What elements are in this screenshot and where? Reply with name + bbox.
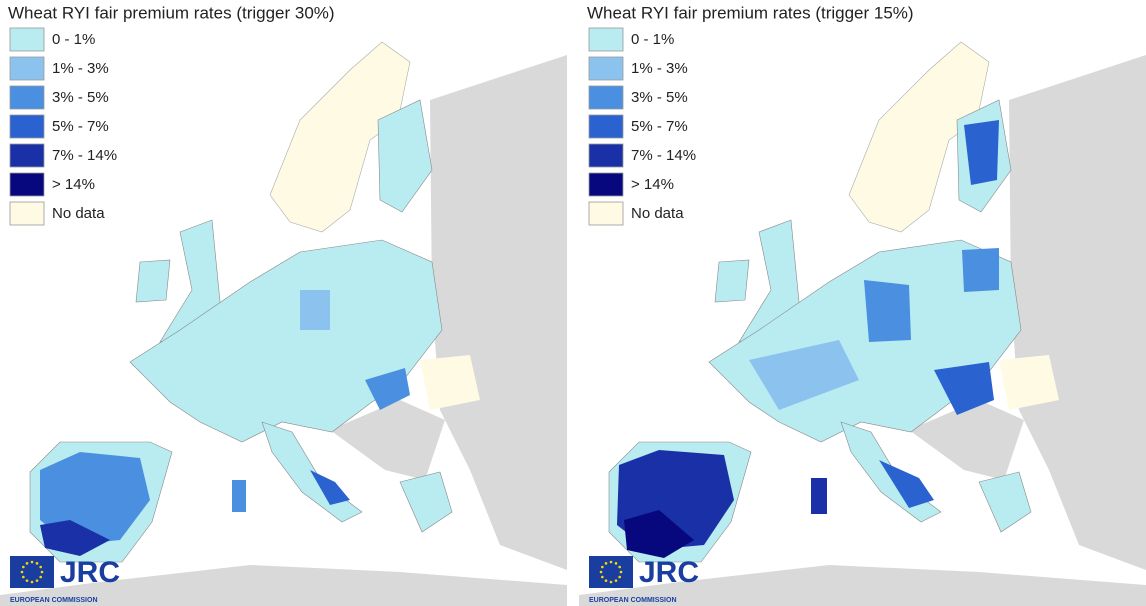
flag-star bbox=[36, 562, 39, 565]
legend-swatch bbox=[10, 86, 44, 109]
flag-star bbox=[620, 571, 623, 574]
legend-label: 3% - 5% bbox=[631, 89, 688, 106]
flag-star bbox=[36, 579, 39, 582]
legend-swatch bbox=[10, 173, 44, 196]
legend-swatch bbox=[10, 202, 44, 225]
flag-star bbox=[31, 581, 34, 584]
legend-swatch bbox=[589, 202, 623, 225]
flag-star bbox=[22, 566, 25, 569]
legend-swatch bbox=[589, 173, 623, 196]
legend-swatch bbox=[10, 57, 44, 80]
legend-label: > 14% bbox=[631, 176, 674, 193]
map-title: Wheat RYI fair premium rates (trigger 15… bbox=[587, 3, 914, 22]
legend-label: 5% - 7% bbox=[631, 118, 688, 135]
legend-swatch bbox=[10, 115, 44, 138]
logo-subtitle: EUROPEAN COMMISSION bbox=[589, 597, 677, 604]
legend-label: > 14% bbox=[52, 176, 95, 193]
flag-star bbox=[22, 576, 25, 579]
legend-label: 5% - 7% bbox=[52, 118, 109, 135]
legend-label: 0 - 1% bbox=[631, 31, 674, 48]
flag-star bbox=[39, 576, 42, 579]
flag-star bbox=[31, 561, 34, 564]
flag-star bbox=[26, 562, 29, 565]
logo-subtitle: EUROPEAN COMMISSION bbox=[10, 597, 98, 604]
legend-swatch bbox=[10, 144, 44, 167]
flag-star bbox=[610, 581, 613, 584]
logo-name: JRC bbox=[639, 556, 699, 589]
legend-label: 1% - 3% bbox=[52, 60, 109, 77]
flag-star bbox=[605, 562, 608, 565]
legend-label: No data bbox=[52, 205, 105, 222]
flag-star bbox=[601, 566, 604, 569]
flag-star bbox=[618, 576, 621, 579]
flag-star bbox=[600, 571, 603, 574]
legend-swatch bbox=[589, 115, 623, 138]
legend-label: 3% - 5% bbox=[52, 89, 109, 106]
flag-star bbox=[618, 566, 621, 569]
legend-swatch bbox=[589, 57, 623, 80]
logo-name: JRC bbox=[60, 556, 120, 589]
flag-star bbox=[21, 571, 24, 574]
legend-label: No data bbox=[631, 205, 684, 222]
flag-star bbox=[615, 579, 618, 582]
map-title: Wheat RYI fair premium rates (trigger 30… bbox=[8, 3, 335, 22]
legend-label: 0 - 1% bbox=[52, 31, 95, 48]
legend-swatch bbox=[589, 144, 623, 167]
legend-swatch bbox=[589, 28, 623, 51]
legend-label: 1% - 3% bbox=[631, 60, 688, 77]
legend-swatch bbox=[589, 86, 623, 109]
legend-swatch bbox=[10, 28, 44, 51]
legend-label: 7% - 14% bbox=[52, 147, 117, 164]
map-panel: Wheat RYI fair premium rates (trigger 30… bbox=[0, 0, 567, 606]
page: {"panels": [ {"title": "Wheat RYI fair p… bbox=[0, 0, 1146, 606]
flag-star bbox=[39, 566, 42, 569]
flag-star bbox=[615, 562, 618, 565]
map-panel: Wheat RYI fair premium rates (trigger 15… bbox=[579, 0, 1146, 606]
flag-star bbox=[605, 579, 608, 582]
flag-star bbox=[601, 576, 604, 579]
flag-star bbox=[41, 571, 44, 574]
flag-star bbox=[26, 579, 29, 582]
flag-star bbox=[610, 561, 613, 564]
legend-label: 7% - 14% bbox=[631, 147, 696, 164]
